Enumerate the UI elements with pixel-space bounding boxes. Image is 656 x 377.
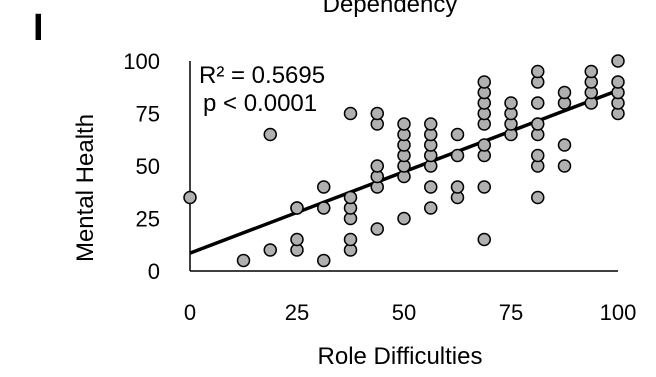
data-point xyxy=(370,159,384,173)
panel-label: I xyxy=(33,7,44,49)
data-point xyxy=(531,64,545,79)
data-point xyxy=(557,85,572,100)
r-squared-annotation: R² = 0.5695 xyxy=(199,62,325,89)
data-point xyxy=(397,211,411,226)
y-axis-label: Mental Health xyxy=(72,114,99,262)
data-point xyxy=(370,106,384,121)
y-tick-label: 25 xyxy=(136,207,160,232)
data-point xyxy=(611,54,625,68)
x-tick-label: 0 xyxy=(184,300,196,325)
data-points xyxy=(183,54,625,268)
data-point xyxy=(584,64,598,79)
data-point xyxy=(263,243,277,257)
data-point xyxy=(317,180,331,194)
data-point xyxy=(343,106,358,121)
data-point xyxy=(477,138,491,152)
x-tick-labels: 0 25 50 75 100 xyxy=(184,300,636,325)
y-tick-label: 75 xyxy=(136,102,160,127)
data-point xyxy=(531,117,545,131)
x-tick-label: 100 xyxy=(600,300,637,325)
x-tick-label: 75 xyxy=(499,300,523,325)
data-point xyxy=(477,75,491,89)
y-tick-label: 100 xyxy=(123,49,160,74)
data-point xyxy=(531,148,545,163)
data-point xyxy=(531,190,545,205)
chart-title: Dependency xyxy=(323,0,458,18)
x-tick-label: 25 xyxy=(285,300,309,325)
data-point xyxy=(477,180,491,194)
data-point xyxy=(317,253,331,268)
data-point xyxy=(557,159,572,173)
data-point xyxy=(397,117,411,131)
data-point xyxy=(450,127,465,142)
data-point xyxy=(370,222,384,236)
data-point xyxy=(290,201,304,215)
data-point xyxy=(424,117,438,131)
data-point xyxy=(477,232,491,247)
data-point xyxy=(236,253,251,268)
data-point xyxy=(611,75,625,89)
data-point xyxy=(290,232,304,247)
y-tick-labels: 0 25 50 75 100 xyxy=(123,49,160,284)
data-point xyxy=(343,232,358,247)
y-tick-label: 0 xyxy=(148,259,160,284)
data-point xyxy=(263,127,277,142)
data-point xyxy=(531,96,545,110)
x-tick-label: 50 xyxy=(392,300,416,325)
data-point xyxy=(557,138,572,152)
data-point xyxy=(183,190,197,205)
data-point xyxy=(450,180,465,194)
data-point xyxy=(504,96,518,110)
data-point xyxy=(450,148,465,163)
y-tick-label: 50 xyxy=(136,154,160,179)
data-point xyxy=(317,201,331,215)
data-point xyxy=(343,190,358,205)
p-value-annotation: p < 0.0001 xyxy=(203,90,317,117)
data-point xyxy=(424,180,438,194)
x-axis-label: Role Difficulties xyxy=(318,343,483,370)
data-point xyxy=(424,201,438,215)
